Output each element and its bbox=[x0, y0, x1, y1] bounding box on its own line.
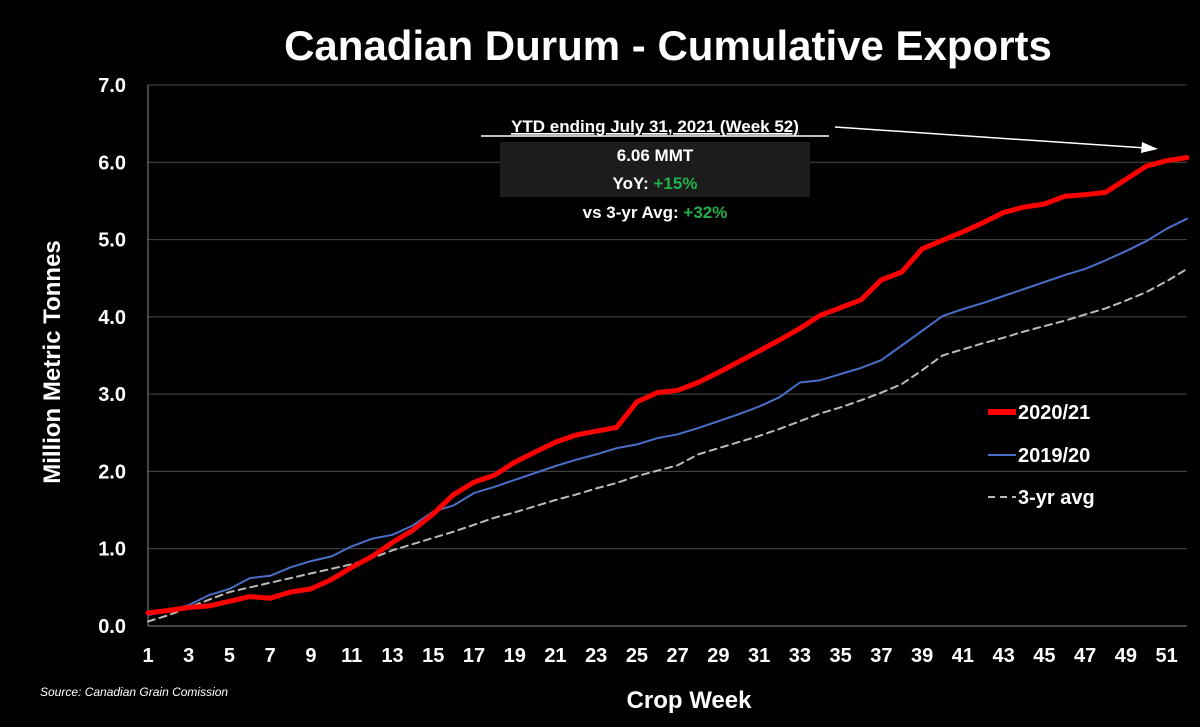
annotation-header: YTD ending July 31, 2021 (Week 52) bbox=[511, 117, 799, 136]
legend-label-3yr-avg: 3-yr avg bbox=[1018, 487, 1095, 509]
x-tick-label: 45 bbox=[1033, 645, 1055, 667]
y-tick-label: 2.0 bbox=[98, 461, 126, 483]
x-tick-label: 43 bbox=[993, 645, 1015, 667]
annotation-avg-label: vs 3-yr Avg: bbox=[583, 203, 684, 222]
x-tick-label: 47 bbox=[1074, 645, 1096, 667]
x-tick-label: 27 bbox=[667, 645, 689, 667]
x-tick-label: 7 bbox=[265, 645, 276, 667]
x-tick-label: 39 bbox=[911, 645, 933, 667]
annotation-yoy: YoY: +15% bbox=[613, 174, 698, 193]
annotation-box bbox=[500, 142, 810, 197]
x-tick-label: 5 bbox=[224, 645, 235, 667]
x-tick-label: 49 bbox=[1115, 645, 1137, 667]
x-tick-labels: 1 3 5 7 9 11 13 15 17 19 21 23 25 27 29 31 33 35 37 39 41 43 4… bbox=[142, 645, 1177, 667]
y-tick-label: 3.0 bbox=[98, 384, 126, 406]
x-tick-label: 19 bbox=[504, 645, 526, 667]
x-tick-label: 21 bbox=[544, 645, 566, 667]
annotation-arrow-line bbox=[834, 126, 1146, 149]
x-tick-label: 25 bbox=[626, 645, 648, 667]
x-tick-label: 33 bbox=[789, 645, 811, 667]
y-tick-labels: 0.0 1.0 2.0 3.0 4.0 5.0 6.0 7.0 bbox=[98, 75, 126, 638]
y-tick-label: 1.0 bbox=[98, 539, 126, 561]
annotation-value: 6.06 MMT bbox=[617, 146, 694, 165]
legend-label-2020-21: 2020/21 bbox=[1018, 402, 1090, 424]
chart-title: Canadian Durum - Cumulative Exports bbox=[284, 22, 1052, 69]
x-tick-label: 11 bbox=[341, 645, 362, 667]
x-tick-label: 37 bbox=[870, 645, 892, 667]
x-tick-label: 31 bbox=[748, 645, 770, 667]
legend-label-2019-20: 2019/20 bbox=[1018, 445, 1090, 467]
x-tick-label: 13 bbox=[381, 645, 403, 667]
y-axis-label: Million Metric Tonnes bbox=[39, 240, 66, 484]
annotation-arrow-head bbox=[1141, 142, 1158, 153]
series-line-3-yr-avg bbox=[147, 267, 1188, 623]
x-tick-label: 35 bbox=[830, 645, 852, 667]
x-tick-label: 29 bbox=[707, 645, 729, 667]
annotation-avg: vs 3-yr Avg: +32% bbox=[583, 203, 728, 222]
annotation-avg-value: +32% bbox=[683, 203, 727, 222]
y-tick-label: 6.0 bbox=[98, 152, 126, 174]
x-tick-label: 9 bbox=[305, 645, 316, 667]
x-tick-label: 3 bbox=[183, 645, 194, 667]
x-tick-label: 17 bbox=[463, 645, 485, 667]
annotation-yoy-label: YoY: bbox=[613, 174, 654, 193]
series-lines bbox=[145, 155, 1190, 623]
y-tick-label: 0.0 bbox=[98, 616, 126, 638]
x-tick-label: 51 bbox=[1156, 645, 1178, 667]
source-note: Source: Canadian Grain Comission bbox=[40, 685, 228, 699]
x-tick-label: 1 bbox=[142, 645, 153, 667]
y-tick-label: 5.0 bbox=[98, 230, 126, 252]
y-tick-label: 7.0 bbox=[98, 75, 126, 97]
legend: 2020/21 2019/20 3-yr avg bbox=[988, 402, 1095, 509]
x-tick-label: 15 bbox=[422, 645, 444, 667]
x-axis-label: Crop Week bbox=[627, 687, 753, 714]
annotation-yoy-value: +15% bbox=[653, 174, 697, 193]
x-tick-label: 41 bbox=[952, 645, 974, 667]
y-tick-label: 4.0 bbox=[98, 307, 126, 329]
series-line-2019-20 bbox=[147, 217, 1188, 617]
x-tick-label: 23 bbox=[585, 645, 607, 667]
series-line-2020-21 bbox=[145, 155, 1190, 616]
